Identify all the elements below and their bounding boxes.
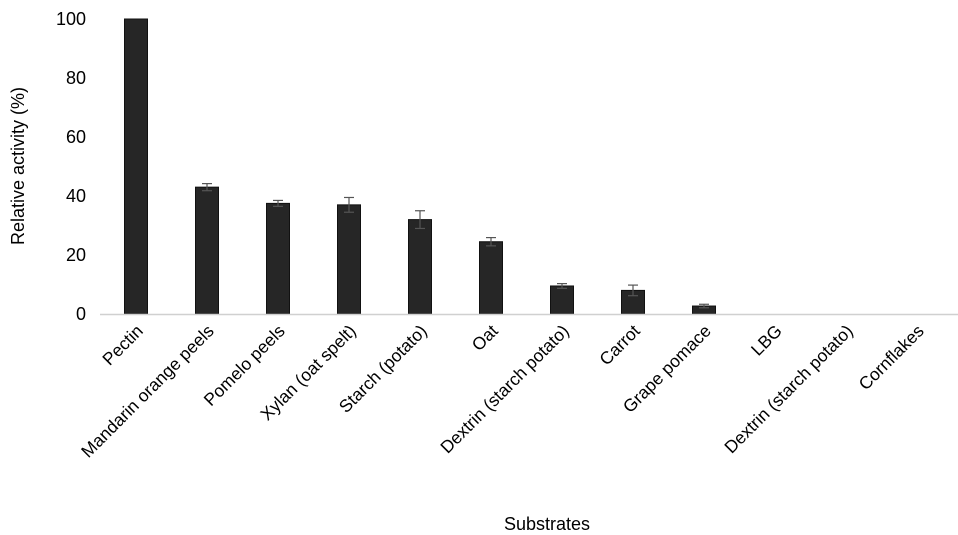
x-tick-label: Cornflakes: [855, 321, 928, 394]
error-bar: [273, 199, 283, 207]
error-bar: [202, 183, 212, 192]
bars: [124, 18, 716, 315]
y-tick-label: 20: [66, 245, 86, 265]
y-axis-ticks: 0 20 40 60 80 100: [56, 9, 86, 324]
x-tick-label: Dextrin (starch potato): [436, 321, 573, 458]
y-tick-label: 80: [66, 68, 86, 88]
x-tick-label: Mandarin orange peels: [77, 321, 218, 462]
error-bar: [415, 210, 425, 230]
error-bar: [344, 196, 354, 213]
bar: [195, 186, 219, 315]
error-bars: [202, 183, 709, 309]
y-tick-label: 60: [66, 127, 86, 147]
x-tick-label: Dextrin (starch potato): [720, 321, 857, 458]
x-tick-label: Oat: [468, 321, 502, 355]
bar: [266, 202, 290, 315]
y-tick-label: 40: [66, 186, 86, 206]
error-bar: [628, 284, 638, 297]
bar: [550, 285, 574, 315]
error-bar: [486, 236, 496, 247]
error-bar: [699, 303, 709, 309]
bar: [408, 219, 432, 315]
bar: [479, 241, 503, 315]
x-tick-label: Pectin: [98, 321, 147, 370]
x-tick-label: LBG: [747, 321, 786, 360]
x-axis-title: Substrates: [504, 514, 590, 534]
y-axis-title: Relative activity (%): [8, 87, 28, 245]
error-bar: [557, 283, 567, 289]
bar: [124, 18, 148, 315]
y-tick-label: 100: [56, 9, 86, 29]
x-tick-label: Carrot: [595, 321, 644, 370]
bar: [337, 204, 361, 315]
y-tick-label: 0: [76, 304, 86, 324]
